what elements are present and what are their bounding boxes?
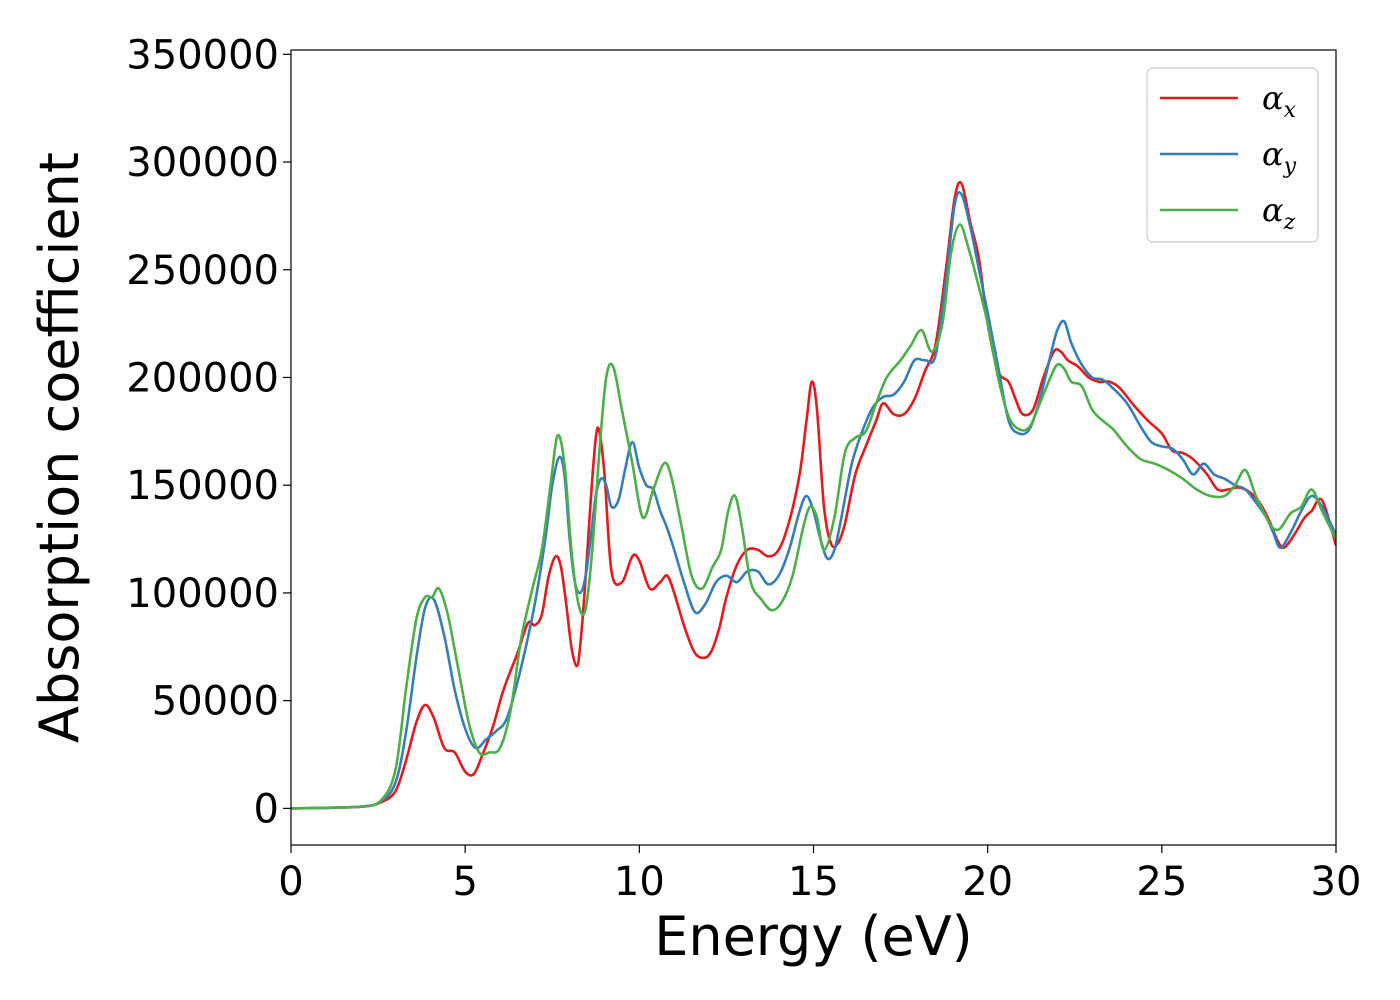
- series-line-alpha-z: [291, 223, 1336, 810]
- x-axis-label: Energy (eV): [654, 905, 973, 968]
- y-tick-label: 350000: [126, 32, 279, 78]
- y-tick-label: 300000: [126, 140, 279, 186]
- x-tick-label: 10: [614, 859, 665, 905]
- x-tick-label: 20: [962, 859, 1013, 905]
- y-axis-ticks: 0 50000 100000 150000 200000 250000 300000 3500…: [126, 32, 291, 832]
- x-tick-label: 5: [452, 859, 477, 905]
- y-tick-label: 100000: [126, 571, 279, 617]
- y-axis-label: Absorption coefficient: [28, 152, 91, 743]
- y-tick-label: 250000: [126, 248, 279, 294]
- x-tick-label: 30: [1311, 859, 1362, 905]
- x-tick-label: 25: [1136, 859, 1187, 905]
- x-tick-label: 0: [278, 859, 303, 905]
- x-axis-ticks: 0 5 10 15 20 25 30: [278, 845, 1361, 905]
- y-tick-label: 0: [254, 786, 279, 832]
- y-tick-label: 150000: [126, 463, 279, 509]
- y-tick-label: 50000: [152, 679, 279, 725]
- series-layer: [291, 180, 1336, 810]
- series-line-alpha-y: [291, 191, 1336, 810]
- y-tick-label: 200000: [126, 355, 279, 401]
- x-tick-label: 15: [788, 859, 839, 905]
- series-line-alpha-x: [291, 180, 1336, 810]
